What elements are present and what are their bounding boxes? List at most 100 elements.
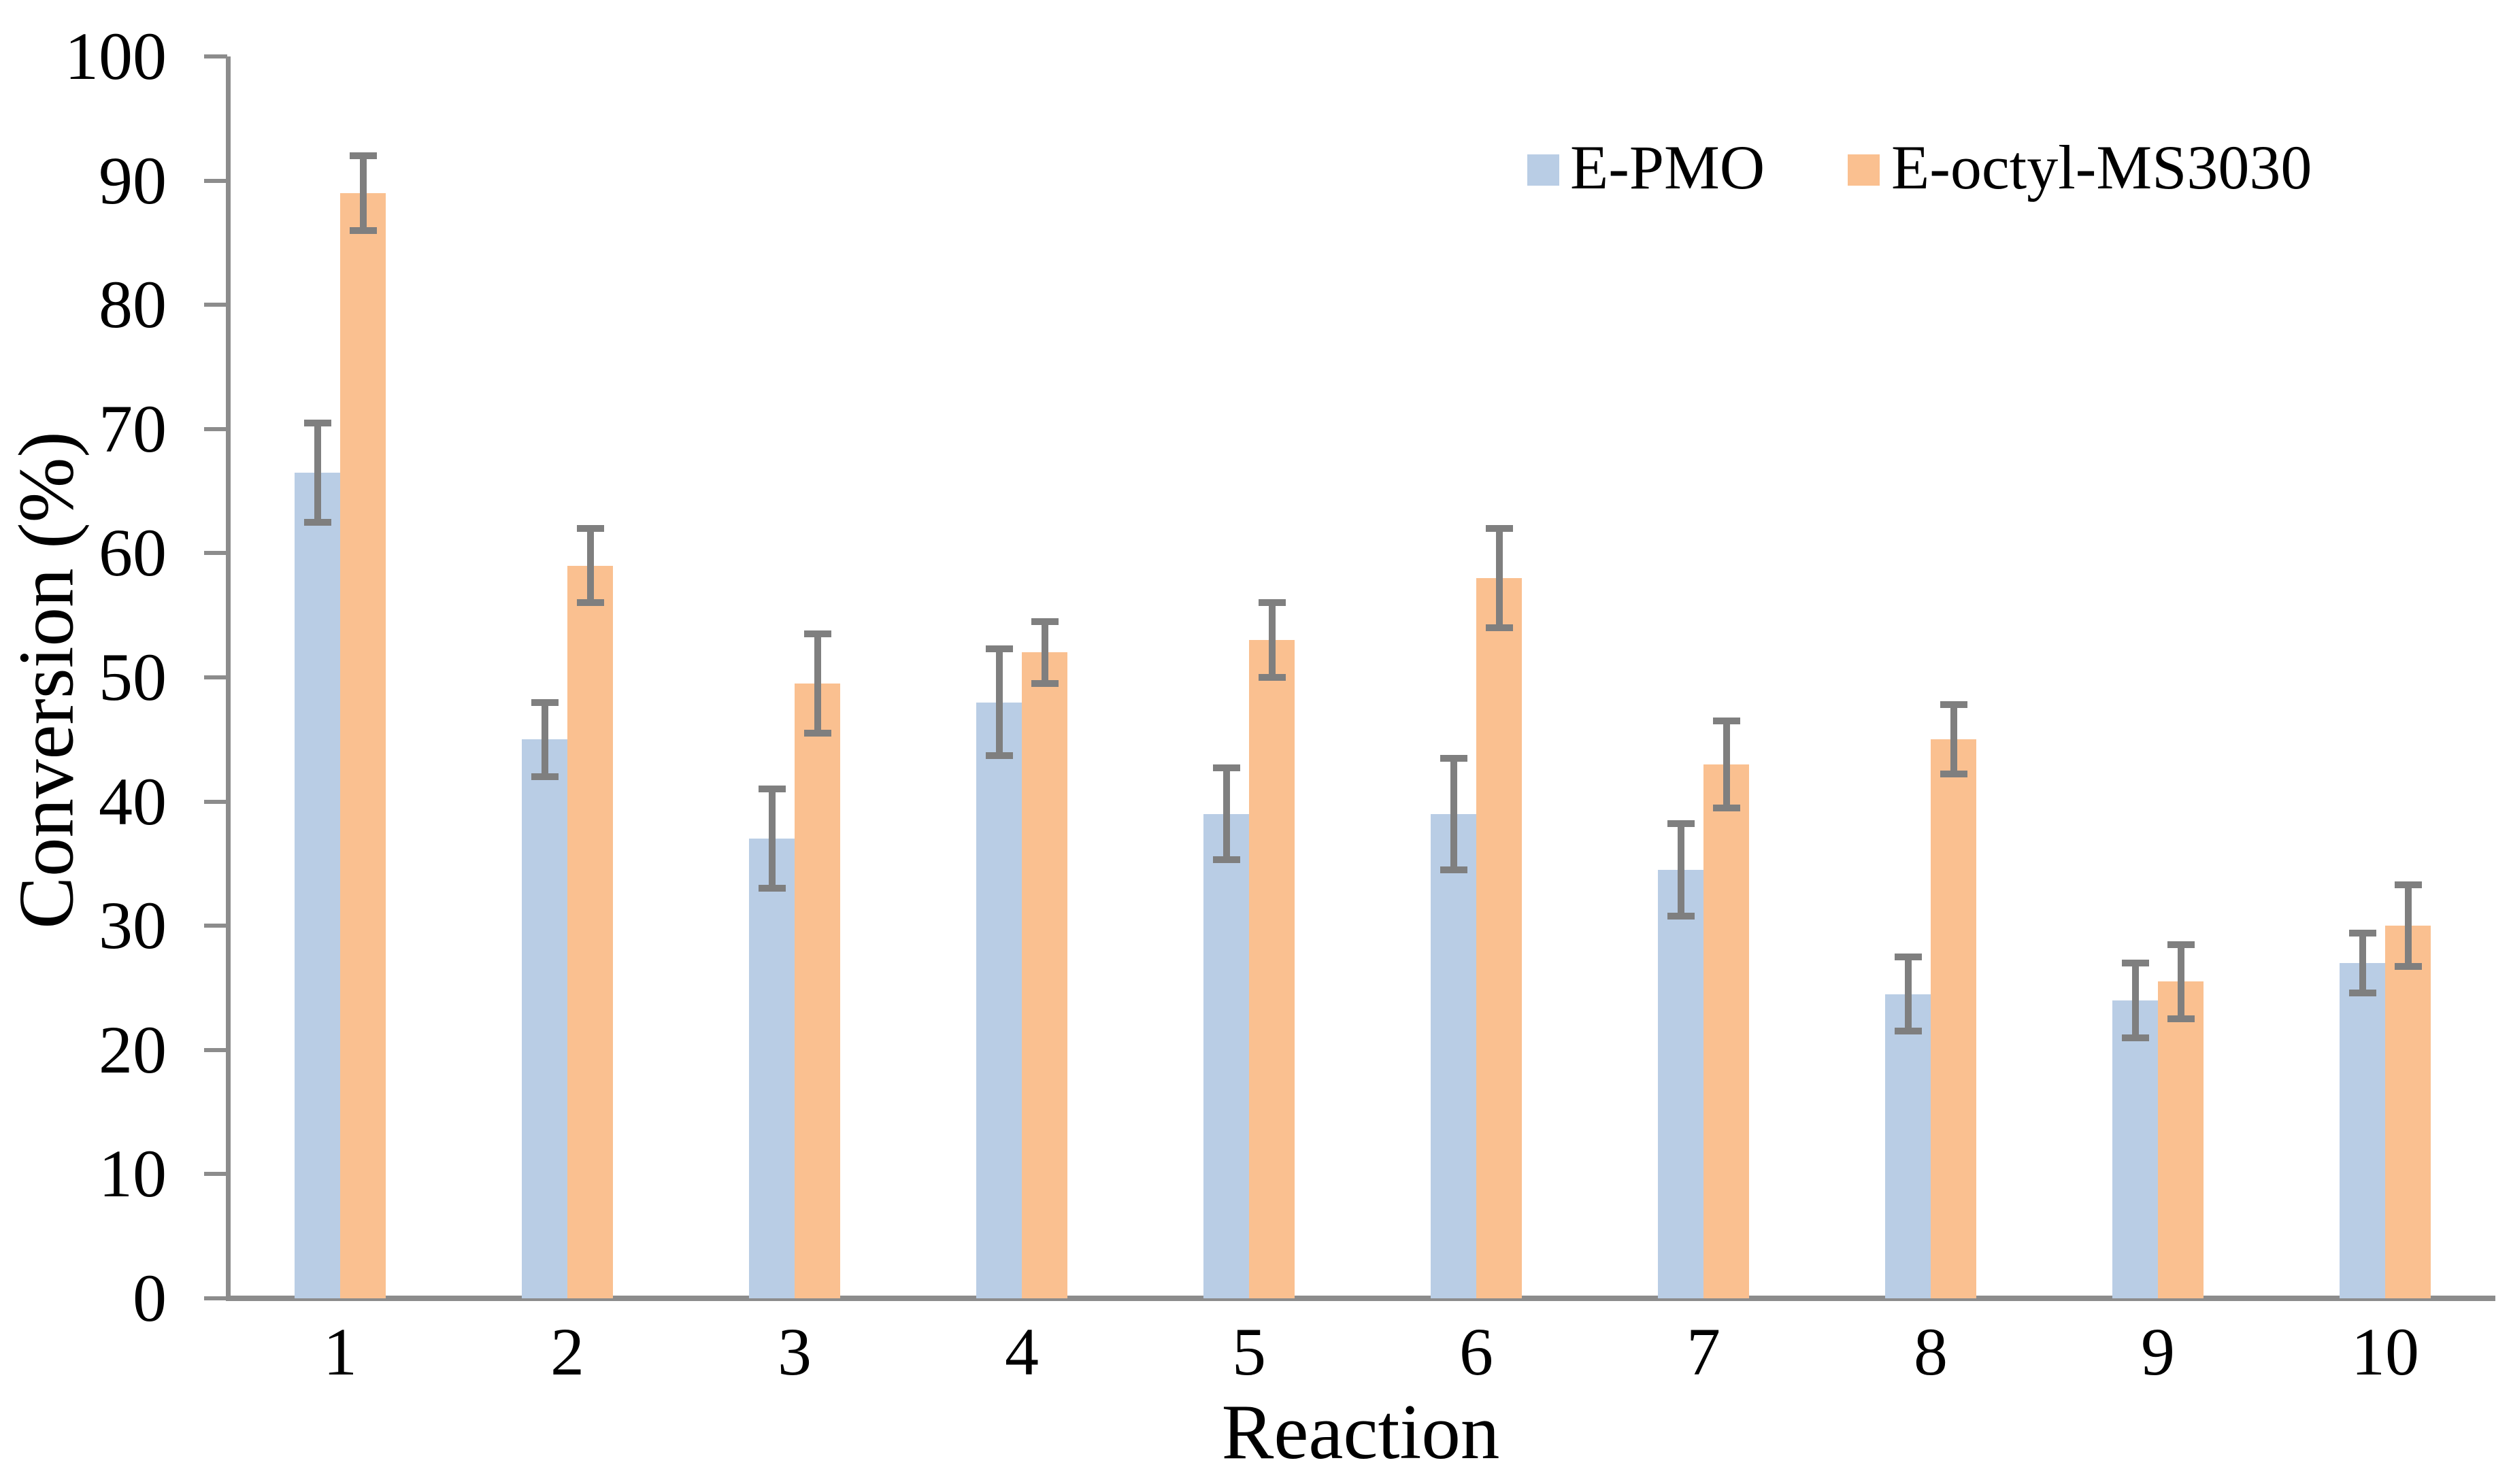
error-bar-line xyxy=(1223,768,1230,860)
bar-e-octyl-ms3030-6 xyxy=(1476,577,1522,1298)
legend-label-e-pmo: E-PMO xyxy=(1570,133,1765,202)
error-bar-cap-top xyxy=(1258,599,1286,607)
bar-e-octyl-ms3030-4 xyxy=(1022,652,1067,1298)
x-axis-line xyxy=(226,1296,2495,1301)
bar-e-octyl-ms3030-3 xyxy=(795,684,840,1298)
x-tick-label: 1 xyxy=(323,1314,357,1389)
y-tick xyxy=(204,799,227,804)
error-bar-cap-top xyxy=(2167,941,2195,948)
bar-e-octyl-ms3030-5 xyxy=(1249,640,1295,1298)
x-tick-label: 7 xyxy=(1686,1314,1720,1389)
y-tick-label: 0 xyxy=(133,1260,167,1336)
error-bar-cap-bottom xyxy=(2394,963,2422,971)
error-bar-line xyxy=(2177,944,2184,1019)
bar-e-octyl-ms3030-10 xyxy=(2385,926,2431,1298)
y-tick-label: 30 xyxy=(99,888,167,964)
error-bar-cap-top xyxy=(1667,820,1695,828)
y-tick-label: 90 xyxy=(99,142,167,218)
y-tick-label: 100 xyxy=(65,18,167,94)
error-bar-line xyxy=(1495,528,1503,628)
bar-e-pmo-3 xyxy=(749,839,795,1298)
error-bar-cap-bottom xyxy=(531,773,559,781)
error-bar-cap-top xyxy=(1712,717,1740,724)
y-tick xyxy=(204,675,227,679)
bar-e-pmo-10 xyxy=(2340,962,2385,1298)
error-bar-line xyxy=(814,634,821,734)
legend-marker-e-octyl-ms3030 xyxy=(1848,154,1880,186)
x-tick-label: 5 xyxy=(1232,1314,1266,1389)
x-tick-label: 8 xyxy=(1914,1314,1948,1389)
error-bar-line xyxy=(2131,962,2139,1038)
error-bar-cap-bottom xyxy=(985,752,1013,760)
y-tick xyxy=(204,551,227,556)
y-axis-title: Conversion (%) xyxy=(3,431,90,929)
error-bar-cap-bottom xyxy=(1894,1028,1922,1035)
y-tick xyxy=(204,54,227,58)
bar-e-pmo-9 xyxy=(2112,1000,2158,1298)
y-axis-line xyxy=(226,56,231,1300)
error-bar-cap-top xyxy=(576,524,604,532)
error-bar-cap-bottom xyxy=(1940,771,1967,778)
error-bar-cap-bottom xyxy=(1440,866,1467,874)
bar-e-octyl-ms3030-7 xyxy=(1703,764,1749,1298)
x-axis-title: Reaction xyxy=(1221,1389,1500,1475)
x-tick-label: 2 xyxy=(550,1314,584,1389)
bar-e-pmo-8 xyxy=(1885,994,1931,1298)
error-bar-cap-bottom xyxy=(2121,1034,2149,1041)
bar-e-pmo-6 xyxy=(1431,813,1476,1298)
y-tick-label: 80 xyxy=(99,267,167,343)
error-bar-line xyxy=(314,422,321,522)
bar-e-pmo-7 xyxy=(1658,870,1703,1298)
error-bar-line xyxy=(2404,884,2412,967)
error-bar-cap-top xyxy=(349,152,377,160)
y-tick-label: 70 xyxy=(99,390,167,467)
y-tick-label: 60 xyxy=(99,515,167,591)
error-bar-cap-bottom xyxy=(1485,624,1513,631)
error-bar-line xyxy=(1904,956,1912,1032)
y-tick xyxy=(204,1047,227,1052)
error-bar-cap-bottom xyxy=(349,226,377,234)
error-bar-cap-top xyxy=(2121,959,2149,966)
error-bar-cap-bottom xyxy=(758,885,786,892)
error-bar-cap-bottom xyxy=(803,730,831,737)
error-bar-cap-bottom xyxy=(2167,1015,2195,1023)
error-bar-cap-top xyxy=(985,645,1013,652)
y-tick-label: 20 xyxy=(99,1011,167,1087)
y-tick xyxy=(204,1296,227,1300)
error-bar-line xyxy=(541,702,548,777)
bar-e-octyl-ms3030-1 xyxy=(340,192,386,1298)
y-tick-label: 10 xyxy=(99,1136,167,1212)
legend-marker-e-pmo xyxy=(1527,154,1559,186)
error-bar-cap-bottom xyxy=(1031,680,1059,688)
error-bar-cap-bottom xyxy=(576,599,604,607)
error-bar-cap-top xyxy=(803,630,831,638)
error-bar-line xyxy=(359,156,367,231)
x-tick-label: 4 xyxy=(1005,1314,1039,1389)
legend-label-e-octyl-ms3030: E-octyl-MS3030 xyxy=(1891,133,2312,202)
x-tick-label: 6 xyxy=(1459,1314,1493,1389)
bar-e-octyl-ms3030-9 xyxy=(2158,981,2204,1298)
error-bar-line xyxy=(1041,621,1048,684)
y-tick xyxy=(204,303,227,307)
bar-e-pmo-2 xyxy=(522,739,567,1298)
y-tick-label: 40 xyxy=(99,763,167,839)
error-bar-cap-top xyxy=(2394,881,2422,888)
bar-e-pmo-5 xyxy=(1203,813,1249,1298)
error-bar-line xyxy=(1950,705,1957,775)
error-bar-line xyxy=(2359,933,2366,993)
x-tick-label: 10 xyxy=(2351,1314,2419,1389)
error-bar-cap-top xyxy=(303,419,331,426)
error-bar-cap-bottom xyxy=(1712,804,1740,811)
error-bar-cap-top xyxy=(2348,930,2376,937)
bar-e-pmo-1 xyxy=(295,472,340,1298)
error-bar-cap-bottom xyxy=(1258,674,1286,681)
error-bar-line xyxy=(995,649,1003,756)
error-bar-line xyxy=(1450,758,1457,871)
error-bar-line xyxy=(768,789,776,889)
error-bar-cap-bottom xyxy=(1667,912,1695,920)
error-bar-cap-top xyxy=(758,786,786,793)
error-bar-line xyxy=(586,528,594,603)
x-tick-label: 9 xyxy=(2141,1314,2175,1389)
error-bar-cap-top xyxy=(1440,754,1467,762)
bar-e-octyl-ms3030-8 xyxy=(1931,739,1976,1298)
